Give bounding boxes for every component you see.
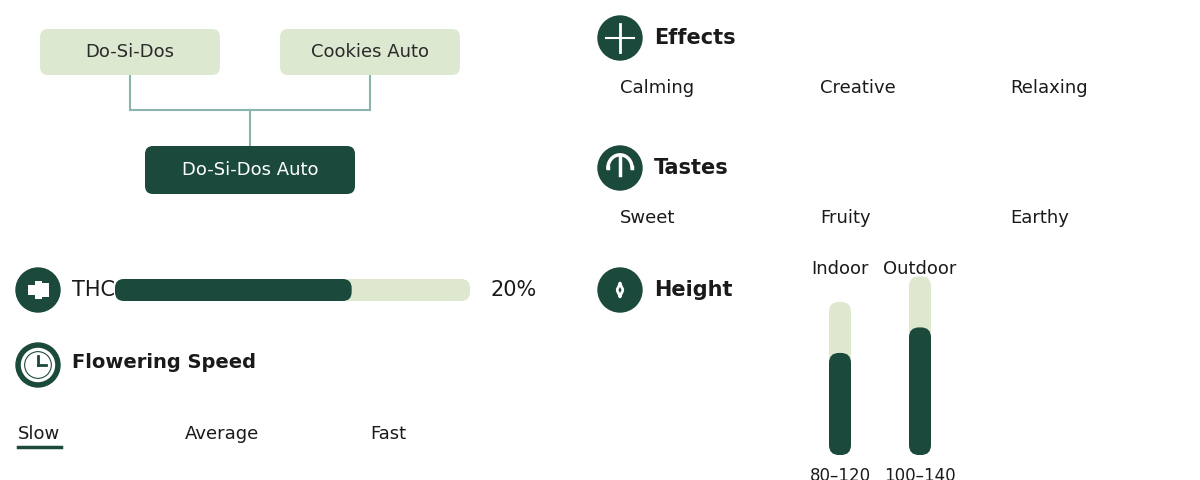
Text: Sweet: Sweet xyxy=(620,209,676,227)
Text: Cookies Auto: Cookies Auto xyxy=(311,43,430,61)
Text: Flowering Speed: Flowering Speed xyxy=(72,353,256,372)
Text: Tastes: Tastes xyxy=(654,158,728,178)
Text: Relaxing: Relaxing xyxy=(1010,79,1087,97)
Text: 20%: 20% xyxy=(490,280,536,300)
Circle shape xyxy=(26,353,50,377)
Text: Effects: Effects xyxy=(654,28,736,48)
FancyBboxPatch shape xyxy=(829,353,851,455)
FancyBboxPatch shape xyxy=(115,279,352,301)
Text: Fruity: Fruity xyxy=(820,209,871,227)
Circle shape xyxy=(16,343,60,387)
Text: Do-Si-Dos Auto: Do-Si-Dos Auto xyxy=(181,161,318,179)
FancyBboxPatch shape xyxy=(280,29,460,75)
Text: Height: Height xyxy=(654,280,732,300)
FancyBboxPatch shape xyxy=(145,146,355,194)
FancyBboxPatch shape xyxy=(829,302,851,455)
Text: Indoor: Indoor xyxy=(811,260,869,278)
Bar xyxy=(28,285,35,296)
Circle shape xyxy=(25,352,52,378)
FancyBboxPatch shape xyxy=(40,29,220,75)
Text: THC: THC xyxy=(72,280,115,300)
FancyBboxPatch shape xyxy=(910,327,931,455)
Circle shape xyxy=(598,146,642,190)
Text: Average: Average xyxy=(185,425,259,443)
Circle shape xyxy=(16,268,60,312)
FancyBboxPatch shape xyxy=(910,276,931,455)
Text: Outdoor: Outdoor xyxy=(883,260,956,278)
Bar xyxy=(35,281,42,299)
Text: 100–140: 100–140 xyxy=(884,467,956,480)
Bar xyxy=(42,283,48,297)
Circle shape xyxy=(598,268,642,312)
Text: Earthy: Earthy xyxy=(1010,209,1069,227)
Text: 80–120: 80–120 xyxy=(810,467,870,480)
FancyBboxPatch shape xyxy=(115,279,470,301)
Circle shape xyxy=(598,16,642,60)
Circle shape xyxy=(22,348,54,382)
Text: Slow: Slow xyxy=(18,425,60,443)
Text: Do-Si-Dos: Do-Si-Dos xyxy=(85,43,174,61)
Text: Fast: Fast xyxy=(370,425,406,443)
Text: Calming: Calming xyxy=(620,79,694,97)
Text: Creative: Creative xyxy=(820,79,895,97)
